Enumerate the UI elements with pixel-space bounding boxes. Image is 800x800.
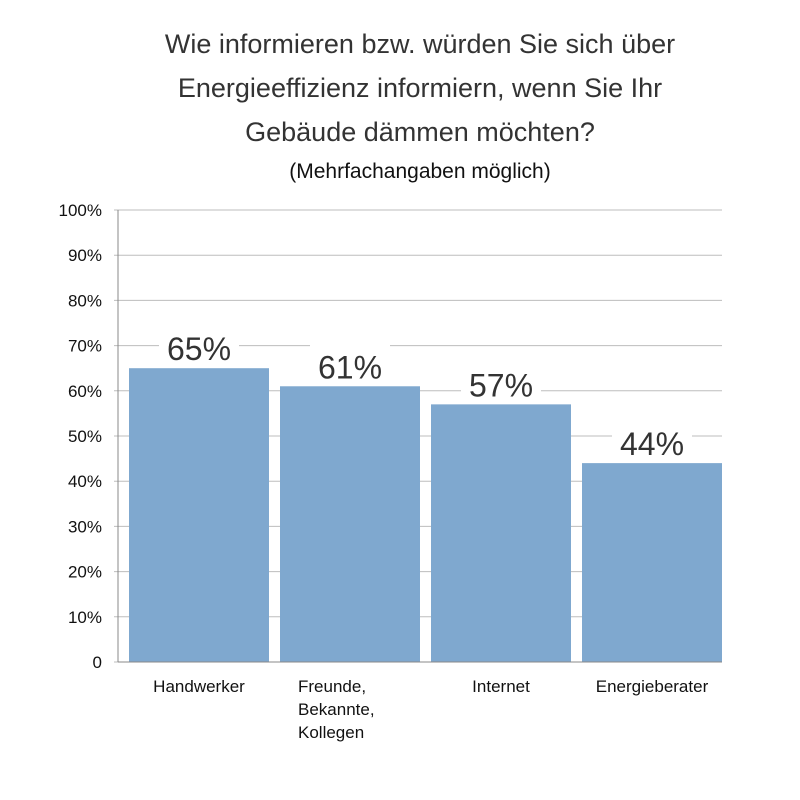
y-tick-label: 80% (68, 291, 102, 310)
bar (280, 386, 420, 662)
x-category-label: Handwerker (153, 677, 245, 696)
y-tick-label: 90% (68, 246, 102, 265)
y-tick-label: 100% (59, 201, 102, 220)
bar (431, 404, 571, 662)
chart-title-line: Wie informieren bzw. würden Sie sich übe… (164, 29, 676, 59)
bar (129, 368, 269, 662)
data-label: 65% (167, 331, 231, 367)
data-label: 57% (469, 367, 533, 403)
y-tick-label: 60% (68, 382, 102, 401)
x-category-label: Kollegen (298, 723, 364, 742)
x-category-label: Freunde, (298, 677, 366, 696)
bar (582, 463, 722, 662)
data-label: 44% (620, 426, 684, 462)
chart-title-line: Gebäude dämmen möchten? (245, 117, 595, 147)
chart-title: Wie informieren bzw. würden Sie sich übe… (20, 22, 800, 154)
data-label-background (310, 344, 390, 385)
y-tick-label: 10% (68, 608, 102, 627)
x-category-label: Energieberater (596, 677, 709, 696)
x-category-label: Internet (472, 677, 530, 696)
y-tick-label: 30% (68, 517, 102, 536)
y-tick-label: 40% (68, 472, 102, 491)
chart-title-line: Energieeffizienz informiern, wenn Sie Ih… (177, 73, 663, 103)
y-tick-label: 70% (68, 337, 102, 356)
data-label-background (461, 362, 541, 403)
x-category-label: Bekannte, (298, 700, 375, 719)
y-tick-label: 50% (68, 427, 102, 446)
data-label: 61% (318, 349, 382, 385)
y-tick-label: 0 (93, 653, 102, 672)
y-tick-label: 20% (68, 563, 102, 582)
data-label-background (159, 326, 239, 367)
chart-subtitle: (Mehrfachangaben möglich) (289, 160, 551, 183)
data-label-background (612, 421, 692, 462)
